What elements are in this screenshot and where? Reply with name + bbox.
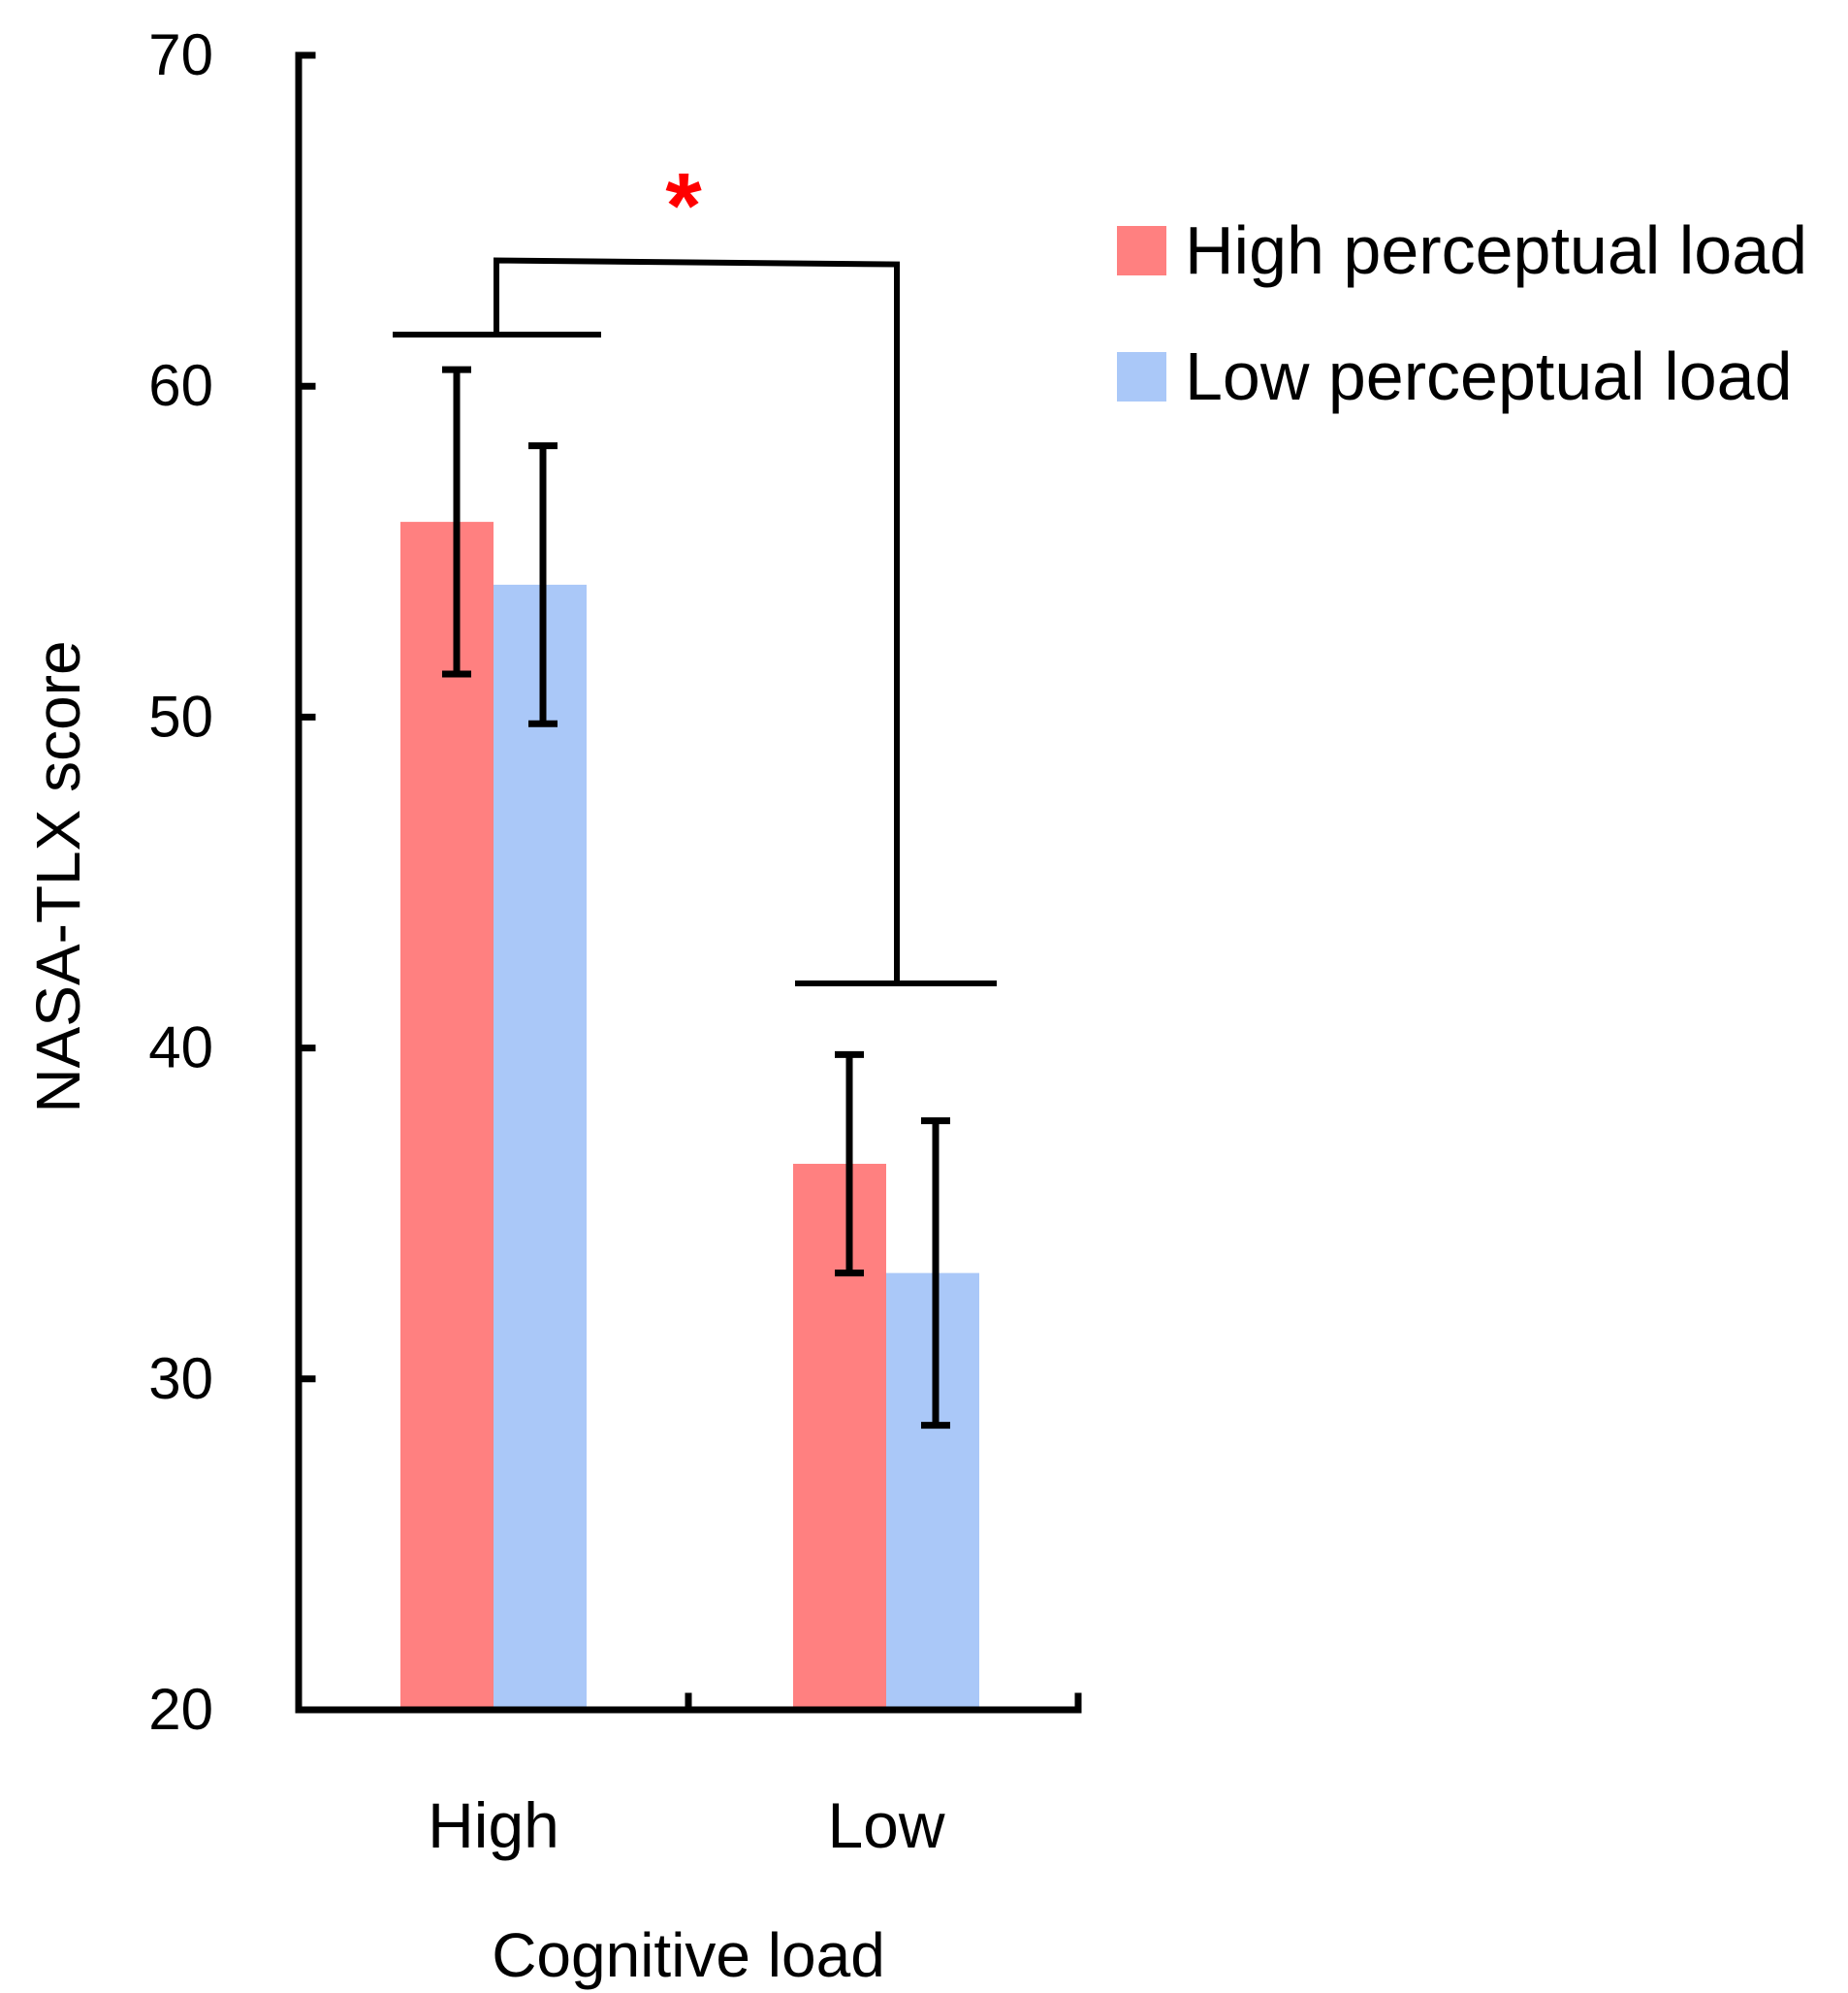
bar-high-series-2 xyxy=(494,584,587,1711)
y-tick-label-50: 50 xyxy=(148,684,213,749)
y-tick-label-20: 20 xyxy=(148,1677,213,1742)
axis-labels: 20 30 40 50 60 70 High Low Cognitive load NASA-TL… xyxy=(23,22,945,1990)
error-bar-high-series-1 xyxy=(442,366,471,678)
legend-label: High perceptual load xyxy=(1185,212,1807,288)
bar-low-series-1 xyxy=(793,1164,886,1710)
axes xyxy=(295,51,1082,1714)
legend-label: Low perceptual load xyxy=(1185,338,1793,414)
legend-item-2: Low perceptual load xyxy=(1117,338,1793,414)
error-bar-low-series-1 xyxy=(835,1050,864,1277)
y-tick-label-40: 40 xyxy=(148,1015,213,1080)
bars-layer xyxy=(400,522,979,1711)
error-bars-layer xyxy=(442,366,950,1430)
x-tick-label-high: High xyxy=(428,1789,559,1861)
y-tick-label-30: 30 xyxy=(148,1346,213,1411)
legend-swatch xyxy=(1117,352,1166,402)
legend-item-1: High perceptual load xyxy=(1117,212,1807,288)
y-tick-label-60: 60 xyxy=(148,353,213,418)
significance-star: * xyxy=(665,154,702,258)
y-tick-label-70: 70 xyxy=(148,22,213,87)
legend-swatch xyxy=(1117,226,1166,275)
x-axis-title: Cognitive load xyxy=(492,1920,885,1990)
bar-high-series-1 xyxy=(400,522,494,1710)
error-bar-low-series-2 xyxy=(921,1117,950,1430)
x-tick-label-low: Low xyxy=(827,1789,944,1861)
legend: High perceptual load Low perceptual load xyxy=(1117,212,1807,414)
bracket-connector xyxy=(494,257,900,983)
significance-bracket: * xyxy=(393,154,997,986)
error-bar-high-series-2 xyxy=(528,442,558,727)
y-axis-title: NASA-TLX score xyxy=(23,640,93,1112)
